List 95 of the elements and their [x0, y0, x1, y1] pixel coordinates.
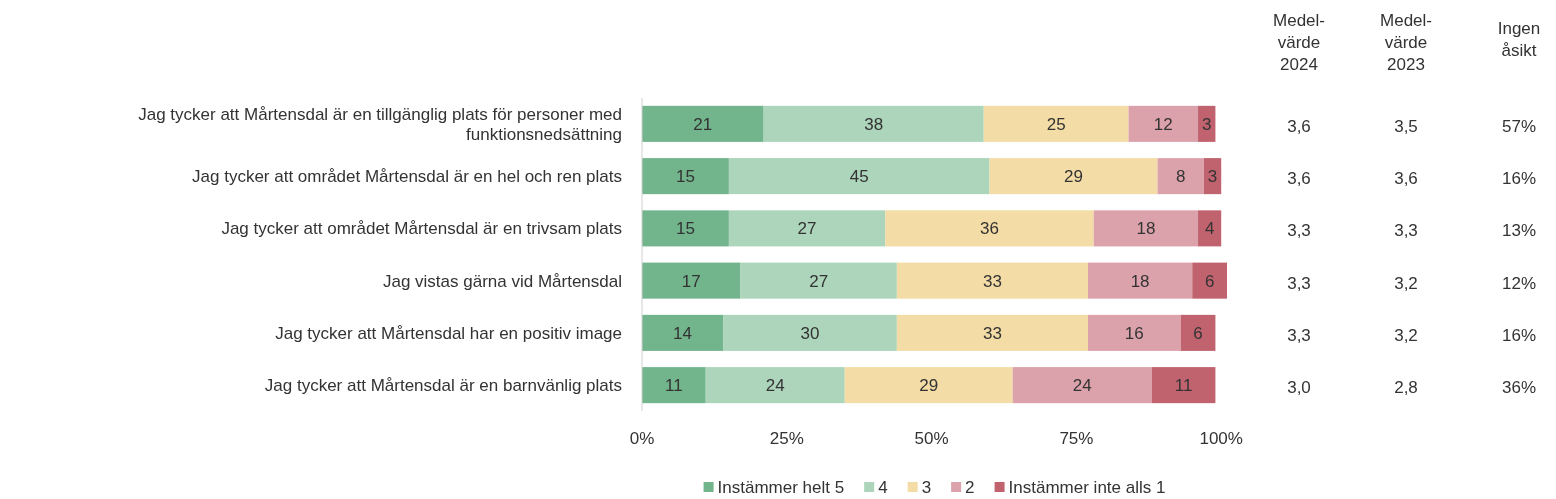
- legend-label: 2: [965, 477, 975, 497]
- bar: [728, 210, 886, 247]
- text: 16%: [1501, 325, 1537, 345]
- legend-label: 4: [878, 477, 888, 497]
- bar: [1128, 105, 1199, 142]
- bar: [1198, 210, 1222, 247]
- bar: [642, 105, 764, 142]
- text: 3,6: [1287, 116, 1311, 136]
- bar: [1192, 262, 1227, 299]
- data-label: 8: [1175, 167, 1186, 187]
- text: 3,3: [1287, 273, 1311, 293]
- data-label: 18: [1136, 219, 1156, 239]
- data-label: 3: [1207, 167, 1218, 187]
- data-label: 29: [1064, 167, 1083, 187]
- text: 3,2: [1394, 273, 1418, 293]
- x-tick-label: 75%: [1059, 428, 1094, 448]
- bar: [740, 262, 897, 299]
- data-label: 24: [765, 376, 785, 396]
- bar: [642, 158, 729, 195]
- data-label: 27: [809, 271, 829, 291]
- data-label: 36: [980, 219, 999, 239]
- bar: [1012, 367, 1152, 404]
- text: 3,6: [1287, 169, 1311, 189]
- data-label: 21: [693, 114, 713, 134]
- bar: [1087, 314, 1181, 351]
- data-label: 16: [1124, 323, 1144, 343]
- data-label: 11: [1174, 376, 1193, 396]
- data-label: 33: [982, 271, 1002, 291]
- bar: [728, 158, 990, 195]
- text: 3,0: [1287, 378, 1311, 398]
- bar: [989, 158, 1158, 195]
- x-tick-label: 50%: [914, 428, 949, 448]
- bar: [983, 105, 1129, 142]
- text: Medel-värde 2023: [1380, 10, 1432, 74]
- data-label: 30: [800, 323, 820, 343]
- data-label: 17: [681, 271, 701, 291]
- legend-label: Instämmer helt 5: [717, 477, 845, 497]
- bar: [885, 210, 1094, 247]
- text: 57%: [1501, 116, 1537, 136]
- text: Medel-värde 2024: [1273, 10, 1325, 74]
- data-label: 24: [1072, 376, 1092, 396]
- data-label: 27: [797, 219, 817, 239]
- bar: [642, 314, 724, 351]
- text: 2,8: [1394, 378, 1418, 398]
- legend-label: 3: [921, 477, 932, 497]
- bar: [1180, 314, 1216, 351]
- y-tick-label: Jag tycker att Mårtensdal är en tillgänglig plats för personer med funktionsnedsättning: [138, 104, 622, 144]
- y-tick-label: Jag tycker att området Mårtensdal är en hel och ren plats: [192, 167, 622, 187]
- text: 3,6: [1394, 169, 1418, 189]
- data-label: 38: [864, 114, 884, 134]
- bar: [896, 314, 1088, 351]
- text: 13%: [1501, 221, 1537, 241]
- text: 3,5: [1394, 116, 1418, 136]
- data-label: 25: [1046, 114, 1066, 134]
- bar: [896, 262, 1088, 299]
- bar: [642, 210, 729, 247]
- bar: [844, 367, 1013, 404]
- y-tick-label: Jag tycker att Mårtensdal har en positiv image: [275, 323, 622, 343]
- x-tick-label: 25%: [769, 428, 804, 448]
- data-label: 11: [665, 376, 683, 396]
- bar: [1093, 210, 1199, 247]
- bar: [1087, 262, 1193, 299]
- bar: [1151, 367, 1216, 404]
- data-label: 33: [982, 323, 1002, 343]
- bar: [763, 105, 984, 142]
- data-label: 45: [849, 167, 869, 187]
- data-label: 29: [919, 376, 939, 396]
- bar: [1157, 158, 1204, 195]
- bar: [642, 262, 741, 299]
- text: 3,3: [1287, 221, 1311, 241]
- bar: [705, 367, 845, 404]
- data-label: 6: [1193, 323, 1203, 343]
- y-tick-label: Jag tycker att området Mårtensdal är en trivsam plats: [221, 219, 622, 239]
- x-tick-label: 0%: [629, 428, 655, 448]
- text: 3,3: [1394, 221, 1418, 241]
- data-label: 15: [675, 219, 695, 239]
- data-label: 14: [673, 323, 693, 343]
- y-tick-label: Jag tycker att Mårtensdal är en barnvänlig plats: [264, 376, 622, 396]
- x-tick-label: 100%: [1199, 428, 1243, 448]
- data-label: 12: [1153, 114, 1173, 134]
- data-label: 6: [1204, 271, 1215, 291]
- legend-label: Instämmer inte alls 1: [1008, 477, 1166, 497]
- data-label: 18: [1130, 271, 1150, 291]
- data-label: 15: [675, 167, 695, 187]
- text: 16%: [1501, 169, 1537, 189]
- data-label: 3: [1201, 114, 1212, 134]
- bar: [723, 314, 897, 351]
- text: Ingen åsikt: [1497, 18, 1541, 60]
- bar: [642, 367, 706, 404]
- y-tick-label: Jag vistas gärna vid Mårtensdal: [382, 271, 622, 291]
- text: 3,2: [1394, 325, 1418, 345]
- text: 3,3: [1287, 325, 1311, 345]
- text: 36%: [1501, 378, 1537, 398]
- data-label: 4: [1204, 219, 1215, 239]
- text: 12%: [1501, 273, 1537, 293]
